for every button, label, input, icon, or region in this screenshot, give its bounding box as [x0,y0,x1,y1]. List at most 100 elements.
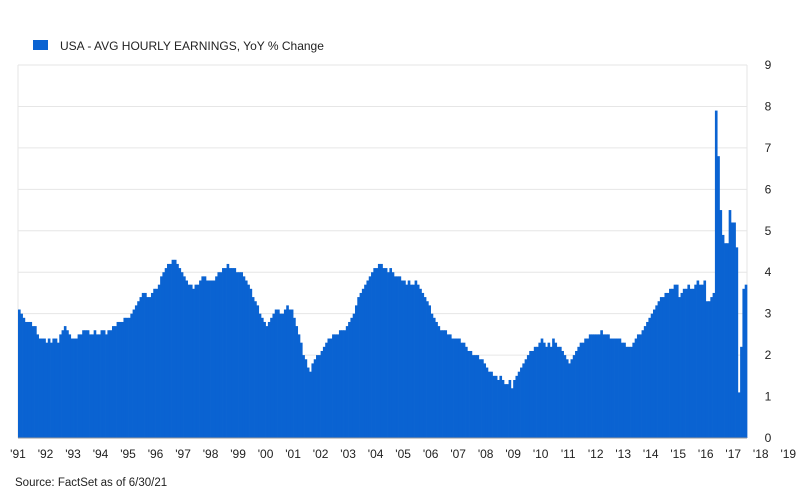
bar [600,330,603,438]
bar [164,268,168,438]
x-tick-label: '11 [561,447,576,461]
bar [666,292,670,438]
x-tick-label: '93 [65,447,81,461]
bar [208,280,211,438]
bar [123,317,127,438]
x-tick-label: '96 [148,447,164,461]
bar [559,346,562,438]
bar [146,297,150,438]
bar [38,338,42,438]
bar [59,334,62,438]
y-tick-label: 2 [765,348,772,362]
bar [22,317,26,438]
bar [279,313,282,438]
bar [497,379,500,438]
bar [522,363,525,438]
bar [439,330,443,438]
bar [446,334,450,438]
bar [343,330,347,438]
bar [604,334,608,438]
bar [556,346,560,438]
bar [95,334,99,438]
bar [742,288,746,438]
bar [478,359,482,438]
bar [203,276,207,438]
bar [575,350,578,438]
bar [100,330,104,438]
bar [513,379,516,438]
bar [430,313,434,438]
bar [554,342,558,438]
y-axis: 0 1 2 3 4 5 6 7 8 9 [765,58,772,445]
bar [114,326,117,438]
bar [712,292,716,438]
bar [423,297,427,438]
bar [508,379,512,438]
bar [485,367,489,438]
bar [288,309,292,438]
bar [281,313,285,438]
bar [205,280,209,438]
bar [728,210,732,438]
bar [648,317,652,438]
bar [189,284,193,438]
bar [150,292,154,438]
bar [618,338,622,438]
bar [20,313,23,438]
bar [705,301,709,438]
x-tick-label: '92 [38,447,54,461]
bar [682,288,686,438]
bar [86,330,90,438]
bar [632,342,636,438]
bar [384,268,388,438]
bar [210,280,214,438]
x-tick-label: '91 [10,447,26,461]
bar [641,330,645,438]
x-tick-label: '98 [203,447,219,461]
bar [435,321,438,438]
bar [714,110,718,438]
bar [286,305,289,438]
bar [726,243,730,438]
bar [579,342,583,438]
bar [474,355,477,438]
bar [698,284,702,438]
bar [627,346,631,438]
bar [309,371,312,438]
bar [657,301,661,438]
bar [171,259,175,438]
legend: USA - AVG HOURLY EARNINGS, YoY % Change [33,39,324,53]
x-tick-label: '04 [368,447,384,461]
bar [675,284,679,438]
bar [517,371,521,438]
bar [231,268,234,438]
bar [416,284,420,438]
y-tick-label: 5 [765,224,772,238]
bar [650,313,654,438]
bar [643,326,647,438]
bar [398,276,402,438]
bar [79,334,83,438]
bar [297,334,301,438]
bar [70,338,74,438]
bar [183,276,186,438]
bar [458,338,461,438]
bar [180,272,184,438]
bar [132,309,136,438]
bar [130,313,133,438]
bar [740,346,743,438]
bar [730,222,734,438]
bar [77,334,81,438]
bar [350,317,354,438]
bar [61,330,65,438]
x-tick-label: '03 [340,447,356,461]
bar [318,355,321,438]
bar [710,297,713,438]
bar [224,268,227,438]
bar [609,338,613,438]
bar [717,156,720,438]
bar [364,284,367,438]
bar [256,305,260,438]
bar [102,330,106,438]
bar [141,292,145,438]
